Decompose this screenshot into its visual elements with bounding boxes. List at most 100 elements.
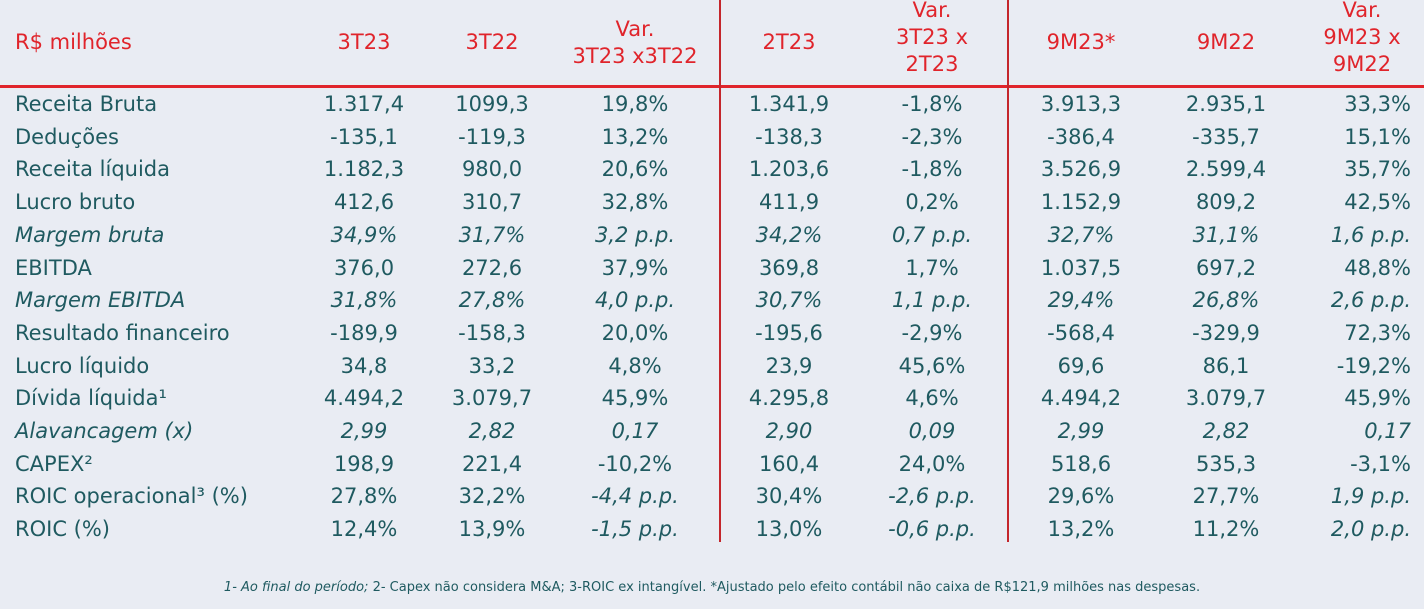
table-cell: 221,4 [461, 451, 523, 476]
table-row: ROIC operacional³ (%) 27,8% 32,2% -4,4 p.p.… [0, 480, 1424, 512]
table-cell: -10,2% [597, 451, 673, 476]
row-label: Margem EBITDA [15, 288, 186, 313]
table-cell: 13,2% [1047, 517, 1115, 542]
table-cell: 1.203,6 [748, 157, 830, 182]
row-label: Receita Bruta [15, 92, 158, 116]
table-cell: -3,1% [1350, 451, 1411, 476]
column-divider [1007, 0, 1009, 542]
table-cell: 535,3 [1195, 451, 1257, 476]
table-cell: 3.079,7 [451, 386, 533, 411]
table-cell: 369,8 [758, 255, 820, 280]
table-cell: 2.935,1 [1185, 92, 1267, 116]
table-cell: 4.494,2 [1040, 386, 1122, 411]
table-cell: 310,7 [461, 190, 523, 215]
table-cell: 2.599,4 [1185, 157, 1267, 182]
table-cell: -1,5 p.p. [591, 517, 679, 542]
header-col-1: 3T22 [465, 30, 519, 54]
table-cell: 1,7% [905, 255, 959, 280]
header-col-4: Var. 3T23 x 2T23 [895, 0, 968, 76]
table-cell: 198,9 [333, 451, 395, 476]
header-divider [0, 85, 1424, 88]
table-cell: 34,8 [340, 353, 388, 378]
table-cell: 2,6 p.p. [1330, 288, 1411, 313]
row-label: ROIC (%) [15, 517, 110, 542]
row-label: Deduções [15, 124, 119, 149]
table-row: Dívida líquida¹ 4.494,2 3.079,7 45,9% 4.295,… [0, 382, 1424, 414]
table-cell: 33,3% [1344, 92, 1411, 116]
table-cell: 1,9 p.p. [1330, 484, 1411, 509]
table-cell: 13,0% [755, 517, 823, 542]
table-row: EBITDA 376,0 272,6 37,9% 369,8 1,7% 1.037,5 697… [0, 252, 1424, 284]
header-col-7: Var. 9M23 x 9M22 [1323, 0, 1401, 76]
table-cell: -189,9 [330, 320, 398, 345]
table-cell: -19,2% [1336, 353, 1411, 378]
table-cell: 12,4% [330, 517, 398, 542]
table-cell: -4,4 p.p. [591, 484, 679, 509]
table-cell: 4,8% [608, 353, 662, 378]
table-cell: 32,2% [458, 484, 526, 509]
table-cell: 34,2% [755, 222, 823, 247]
table-cell: -386,4 [1047, 124, 1115, 149]
table-cell: 45,9% [601, 386, 669, 411]
table-cell: 37,9% [601, 255, 669, 280]
table-cell: 3,2 p.p. [594, 222, 676, 247]
header-col-0: 3T23 [337, 30, 391, 54]
table-cell: 272,6 [461, 255, 523, 280]
footnote-part-1: 1- Ao final do período; [223, 580, 369, 595]
table-cell: 29,6% [1047, 484, 1115, 509]
header-col-3: 2T23 [762, 30, 816, 54]
table-cell: 980,0 [461, 157, 523, 182]
table-cell: 4,6% [905, 386, 959, 411]
table-row: ROIC (%) 12,4% 13,9% -1,5 p.p. 13,0% -0,6 p.p… [0, 513, 1424, 545]
table-row: Deduções -135,1 -119,3 13,2% -138,3 -2,3% -386… [0, 121, 1424, 153]
table-cell: 26,8% [1192, 288, 1260, 313]
table-cell: 69,6 [1057, 353, 1105, 378]
table-cell: 20,0% [601, 320, 669, 345]
table-cell: 1,1 p.p. [891, 288, 973, 313]
table-cell: -195,6 [755, 320, 823, 345]
table-cell: 4.295,8 [748, 386, 830, 411]
table-cell: 0,17 [611, 419, 659, 443]
table-cell: 2,82 [468, 419, 516, 443]
table-cell: 809,2 [1195, 190, 1257, 215]
financial-table: R$ milhões 3T23 3T22 Var. 3T23 x3T22 2T23 Var… [0, 0, 1424, 542]
table-cell: 411,9 [758, 190, 820, 215]
table-cell: 1.317,4 [323, 92, 405, 116]
table-cell: -0,6 p.p. [888, 517, 976, 542]
table-row: Receita líquida 1.182,3 980,0 20,6% 1.203,6 -… [0, 153, 1424, 185]
table-cell: -2,9% [901, 320, 963, 345]
column-divider [719, 0, 721, 542]
table-cell: 48,8% [1344, 255, 1411, 280]
table-cell: 1.341,9 [748, 92, 830, 116]
table-cell: 86,1 [1202, 353, 1250, 378]
table-cell: -158,3 [458, 320, 526, 345]
table-cell: 27,8% [458, 288, 526, 313]
table-cell: 2,90 [765, 419, 813, 443]
table-cell: -329,9 [1192, 320, 1260, 345]
table-cell: 0,09 [908, 419, 956, 443]
table-cell: 4,0 p.p. [594, 288, 676, 313]
table-row: Margem EBITDA 31,8% 27,8% 4,0 p.p. 30,7% 1,1 … [0, 284, 1424, 316]
table-row: Receita Bruta 1.317,4 1099,3 19,8% 1.341,9 -1… [0, 88, 1424, 120]
table-cell: 13,9% [458, 517, 526, 542]
header-col-5: 9M23* [1046, 30, 1116, 54]
footnote-part-2: 2- Capex não considera M&A; 3-ROIC ex in… [368, 580, 1201, 595]
table-row: CAPEX² 198,9 221,4 -10,2% 160,4 24,0% 518,6 535… [0, 448, 1424, 480]
table-row: Margem bruta 34,9% 31,7% 3,2 p.p. 34,2% 0,7 p… [0, 219, 1424, 251]
table-cell: -119,3 [458, 124, 526, 149]
table-cell: 3.913,3 [1040, 92, 1122, 116]
table-cell: -2,3% [901, 124, 963, 149]
table-cell: 34,9% [330, 222, 398, 247]
table-cell: 32,8% [601, 190, 669, 215]
table-cell: 2,99 [340, 419, 388, 443]
footnote: 1- Ao final do período; 2- Capex não con… [0, 580, 1424, 595]
table-cell: 376,0 [333, 255, 395, 280]
table-cell: 11,2% [1192, 517, 1260, 542]
table-row: Lucro bruto 412,6 310,7 32,8% 411,9 0,2% 1.152… [0, 186, 1424, 218]
row-label: Resultado financeiro [15, 320, 230, 345]
table-cell: 4.494,2 [323, 386, 405, 411]
table-cell: 3.526,9 [1040, 157, 1122, 182]
table-cell: 2,99 [1057, 419, 1105, 443]
row-label: Lucro líquido [15, 353, 150, 378]
table-cell: 1,6 p.p. [1330, 222, 1411, 247]
